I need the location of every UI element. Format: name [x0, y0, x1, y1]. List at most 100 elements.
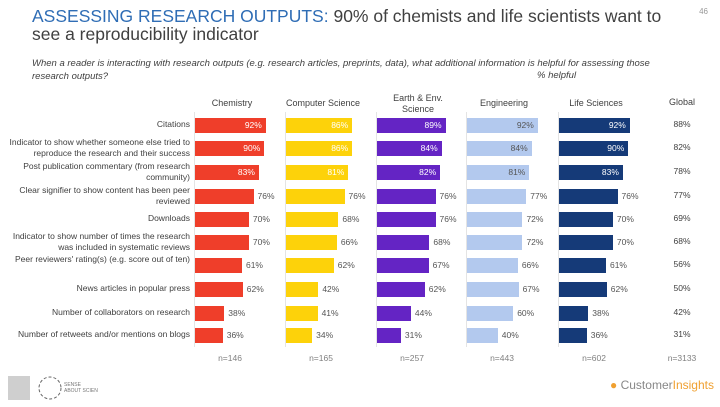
data-label: 72%: [526, 214, 544, 224]
bar: [467, 117, 538, 133]
bar: [559, 234, 613, 250]
row-label: News articles in popular press: [76, 283, 190, 293]
bar: [377, 327, 401, 343]
bar: [286, 188, 345, 204]
bar: [286, 327, 313, 343]
data-label: 84%: [510, 143, 528, 153]
bar: [286, 257, 334, 273]
bar: [559, 211, 613, 227]
row-label: Post publication commentary (from resear…: [23, 161, 190, 182]
global-value: 69%: [673, 213, 691, 223]
data-label: 62%: [610, 284, 628, 294]
data-label: 38%: [228, 308, 246, 318]
data-label: 61%: [609, 260, 627, 270]
bulb-icon: ●: [610, 378, 618, 392]
title-rest: 90% of chemists and life scientists want…: [32, 6, 662, 44]
column-separator: [285, 112, 286, 347]
bar: [467, 164, 530, 180]
bar: [559, 140, 629, 156]
sense-about-science-logo: SENSE ABOUT SCIENCE: [8, 376, 105, 407]
data-label: 86%: [331, 143, 349, 153]
data-label: 72%: [526, 237, 544, 247]
data-label: 76%: [257, 191, 275, 201]
bar: [467, 140, 532, 156]
bar: [559, 188, 618, 204]
global-value: 88%: [673, 119, 691, 129]
data-label: 76%: [621, 191, 639, 201]
sample-size-label: n=165: [309, 353, 333, 363]
sample-size-label: n=602: [582, 353, 606, 363]
data-label: 68%: [433, 237, 451, 247]
column-header: Chemistry: [211, 98, 253, 108]
column-separator: [194, 112, 195, 347]
data-label: 81%: [327, 167, 345, 177]
bar: [377, 257, 429, 273]
column-separator: [466, 112, 467, 347]
data-label: 86%: [331, 120, 349, 130]
row-label: Peer reviewers' rating(s) (e.g. score ou…: [15, 254, 190, 264]
data-label: 77%: [530, 191, 548, 201]
logo-text-b: Insights: [672, 378, 714, 392]
bar: [377, 281, 425, 297]
data-label: 67%: [432, 260, 450, 270]
data-label: 90%: [243, 143, 261, 153]
data-label: 70%: [616, 214, 634, 224]
data-label: 92%: [516, 120, 534, 130]
data-label: 92%: [608, 120, 626, 130]
bar: [195, 257, 242, 273]
bar: [559, 257, 606, 273]
bar: [286, 164, 349, 180]
data-label: 66%: [340, 237, 358, 247]
bar: [286, 305, 318, 321]
bar: [286, 117, 353, 133]
global-value: 42%: [673, 307, 691, 317]
bar: [467, 234, 523, 250]
bar: [195, 305, 225, 321]
column-header: Computer Science: [285, 98, 361, 108]
data-label: 83%: [601, 167, 619, 177]
title-highlight: ASSESSING RESEARCH OUTPUTS:: [32, 6, 329, 26]
bar: [467, 257, 518, 273]
bar: [467, 327, 498, 343]
data-label: 84%: [420, 143, 438, 153]
data-label: 70%: [252, 214, 270, 224]
row-label: Citations: [156, 119, 190, 129]
bar: [377, 211, 436, 227]
sample-size-label: n=443: [490, 353, 514, 363]
data-label: 81%: [508, 167, 526, 177]
data-label: 67%: [522, 284, 540, 294]
bar: [559, 327, 587, 343]
svg-text:ABOUT SCIENCE: ABOUT SCIENCE: [64, 388, 98, 394]
bar: [195, 211, 249, 227]
bar: [559, 117, 630, 133]
data-label: 62%: [246, 284, 264, 294]
data-label: 34%: [316, 330, 334, 340]
row-label: Number of collaborators on research: [52, 307, 190, 317]
row-label: Downloads: [147, 213, 190, 223]
column-header: Life Sciences: [569, 98, 623, 108]
data-label: 90%: [607, 143, 625, 153]
bar: [467, 305, 514, 321]
data-label: 92%: [244, 120, 262, 130]
page-title: ASSESSING RESEARCH OUTPUTS: 90% of chemi…: [32, 7, 672, 43]
global-value: 78%: [673, 166, 691, 176]
data-label: 70%: [252, 237, 270, 247]
unit-note: % helpful: [537, 70, 577, 81]
bar: [467, 281, 519, 297]
data-label: 31%: [404, 330, 422, 340]
data-label: 36%: [590, 330, 608, 340]
customer-insights-logo: ● CustomerInsights: [610, 378, 714, 392]
bar: [195, 140, 265, 156]
row-label: Clear signifier to show content has been…: [19, 185, 190, 206]
data-label: 66%: [521, 260, 539, 270]
page-number: 46: [699, 7, 708, 16]
bar: [559, 305, 589, 321]
bar: [195, 117, 266, 133]
data-label: 42%: [322, 284, 340, 294]
data-label: 41%: [321, 308, 339, 318]
data-label: 38%: [592, 308, 610, 318]
bar: [377, 117, 446, 133]
bar: [195, 188, 254, 204]
row-label: Number of retweets and/or mentions on bl…: [18, 329, 190, 339]
data-label: 36%: [226, 330, 244, 340]
